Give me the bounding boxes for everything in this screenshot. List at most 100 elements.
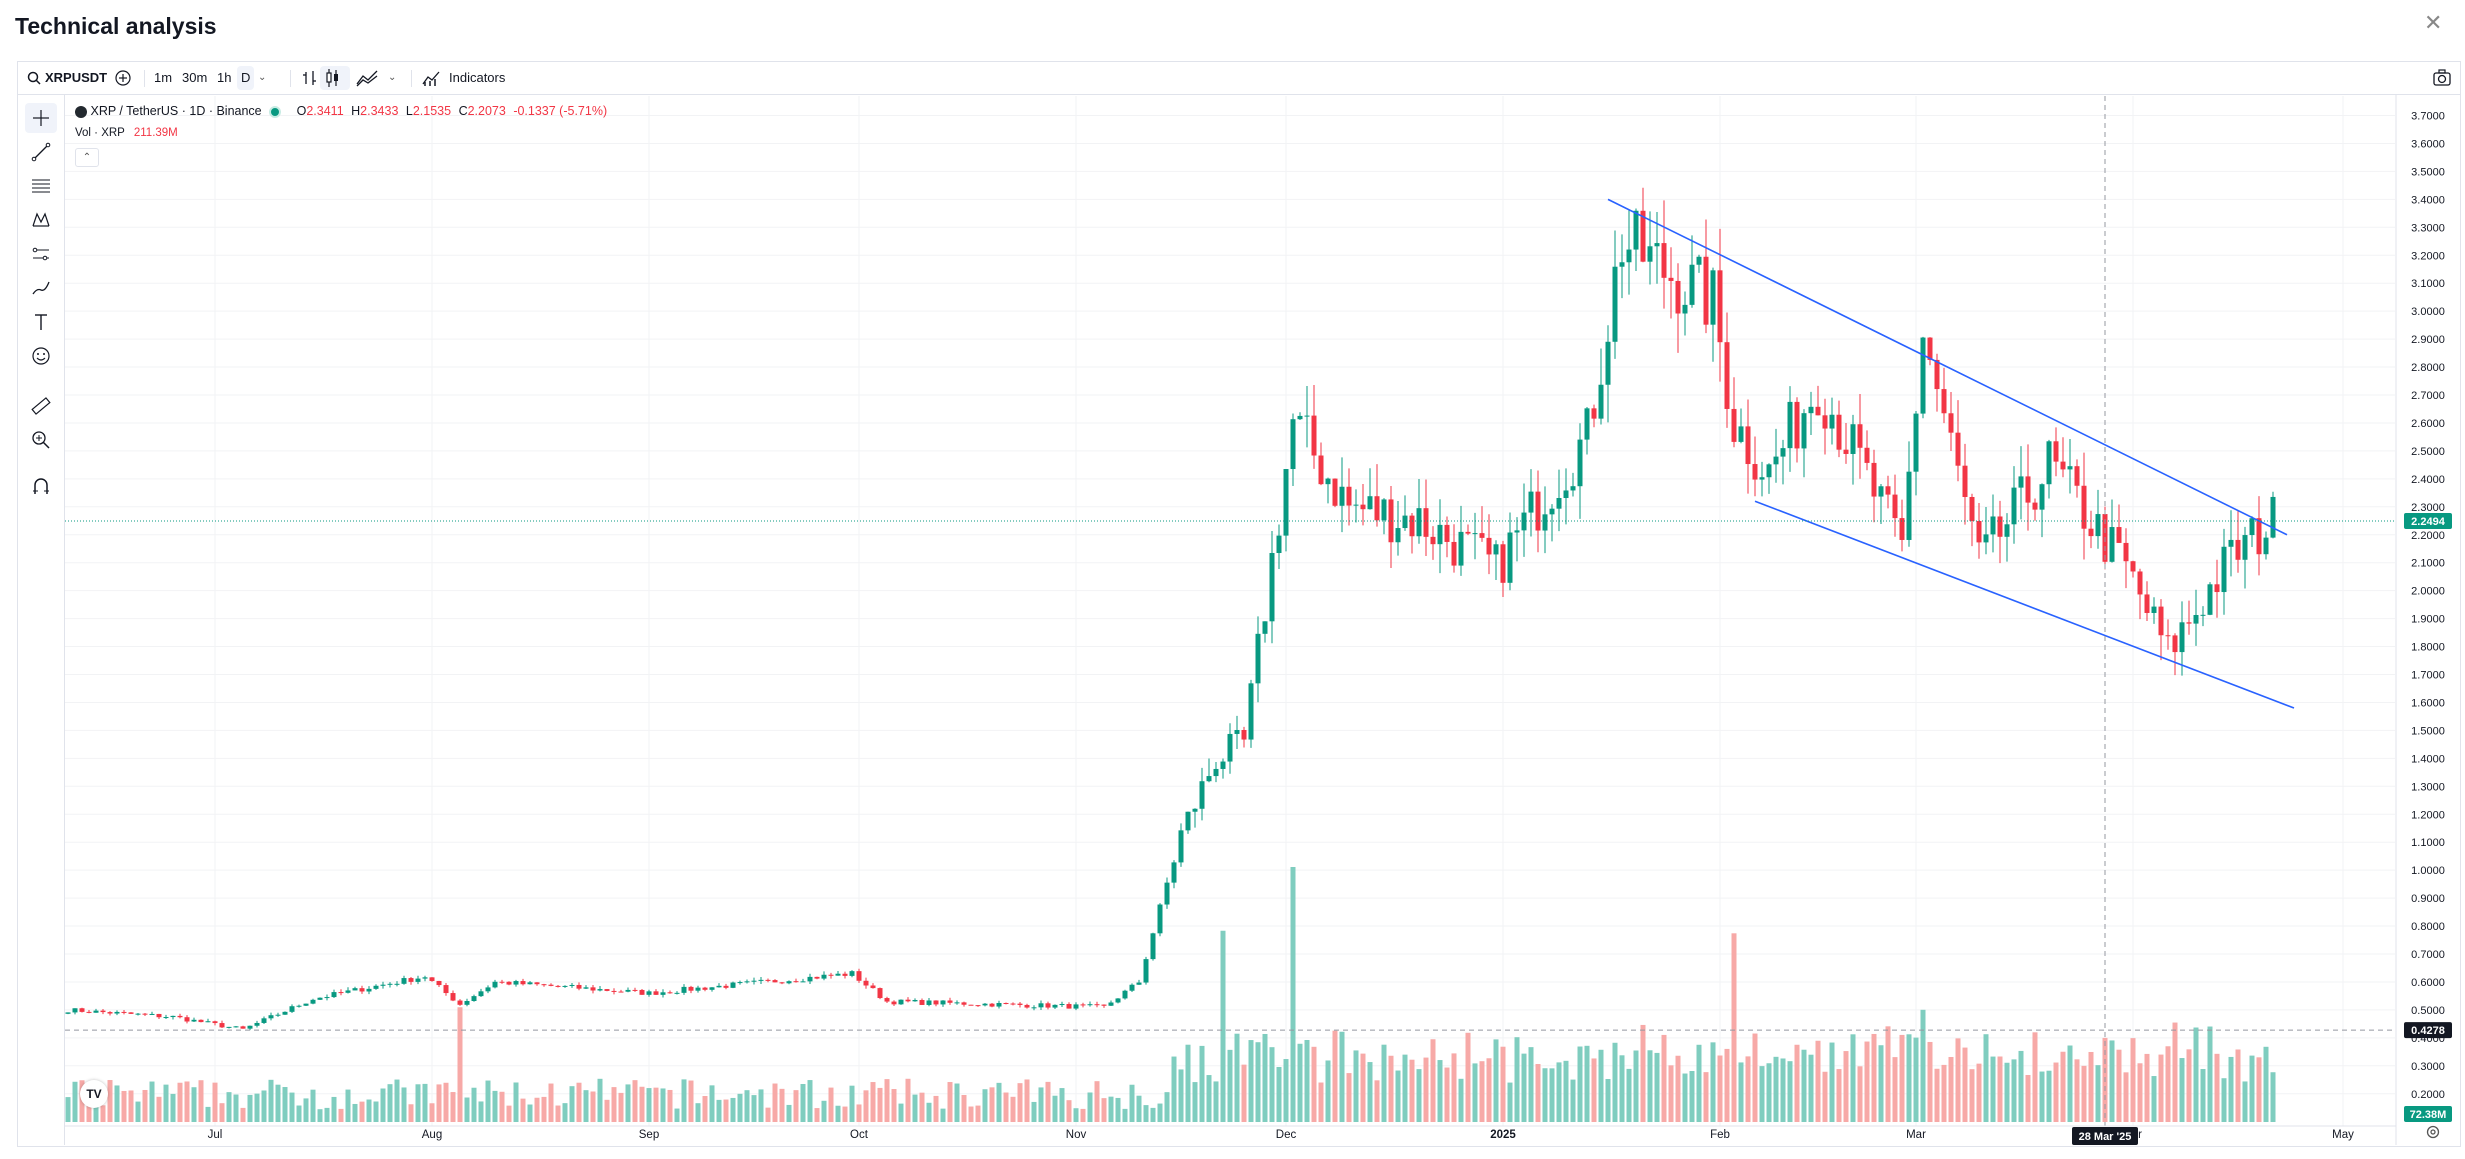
search-icon[interactable] bbox=[27, 62, 41, 94]
volume-bar bbox=[2193, 1027, 2199, 1122]
volume-bar bbox=[121, 1090, 127, 1122]
volume-bar bbox=[898, 1103, 904, 1122]
magnet-icon[interactable] bbox=[25, 471, 57, 501]
candle-up bbox=[163, 1017, 169, 1019]
volume-bar bbox=[1724, 1048, 1730, 1122]
volume-bar bbox=[2151, 1076, 2157, 1122]
candle-up bbox=[1542, 514, 1548, 531]
interval-d[interactable]: D bbox=[237, 66, 255, 90]
volume-bar bbox=[1031, 1101, 1037, 1122]
candle-up bbox=[1906, 471, 1912, 540]
candle-up bbox=[303, 1003, 309, 1006]
volume-bar bbox=[1192, 1082, 1198, 1122]
brush-icon[interactable] bbox=[25, 273, 57, 303]
zoom-icon[interactable] bbox=[25, 425, 57, 455]
volume-bar bbox=[1199, 1045, 1205, 1122]
volume-bar bbox=[1206, 1075, 1212, 1122]
text-icon[interactable] bbox=[25, 307, 57, 337]
candle-down bbox=[121, 1011, 127, 1013]
indicators-button[interactable]: Indicators bbox=[449, 70, 506, 85]
ruler-icon[interactable] bbox=[25, 391, 57, 421]
tradingview-logo[interactable]: TV bbox=[80, 1080, 108, 1108]
candle-up bbox=[1213, 768, 1219, 777]
candle-up bbox=[2067, 466, 2073, 470]
candle-up bbox=[1710, 270, 1716, 325]
candle-down bbox=[541, 984, 547, 986]
volume-bar bbox=[821, 1100, 827, 1122]
candle-up bbox=[1108, 1002, 1114, 1006]
volume-bar bbox=[1535, 1064, 1541, 1122]
add-symbol-icon[interactable] bbox=[114, 62, 132, 94]
time-tick-label: May bbox=[2332, 1129, 2354, 1141]
candle-down bbox=[2123, 542, 2129, 562]
candle-up bbox=[1129, 984, 1135, 991]
pattern-icon[interactable] bbox=[25, 205, 57, 235]
camera-icon[interactable] bbox=[2432, 62, 2452, 94]
candle-down bbox=[933, 1000, 939, 1005]
candle-style-icon[interactable] bbox=[320, 66, 350, 90]
trendline-icon[interactable] bbox=[25, 137, 57, 167]
candle-up bbox=[1171, 862, 1177, 883]
volume-bar bbox=[1297, 1043, 1303, 1122]
volume-bar bbox=[2081, 1065, 2087, 1122]
volume-bar bbox=[1773, 1056, 1779, 1122]
price-tick-label: 2.7000 bbox=[2411, 390, 2445, 402]
collapse-legend-button[interactable]: ⌃ bbox=[75, 148, 99, 167]
volume-bar bbox=[2067, 1045, 2073, 1122]
candle-up bbox=[1528, 491, 1534, 513]
volume-bar bbox=[1885, 1026, 1891, 1122]
candle-down bbox=[1017, 1003, 1023, 1005]
volume-bar bbox=[744, 1090, 750, 1122]
candle-up bbox=[282, 1011, 288, 1015]
xrp-logo-icon bbox=[75, 105, 87, 118]
interval-1m[interactable]: 1m bbox=[154, 70, 173, 85]
fib-icon[interactable] bbox=[25, 171, 57, 201]
crosshair-time-label: 28 Mar '25 bbox=[2079, 1131, 2132, 1143]
forecast-icon[interactable] bbox=[25, 239, 57, 269]
volume-bar bbox=[1143, 1105, 1149, 1122]
candle-down bbox=[1465, 531, 1471, 534]
volume-bar bbox=[1157, 1103, 1163, 1122]
time-tick-label: Jul bbox=[208, 1129, 223, 1141]
symbol-title[interactable]: XRP / TetherUS · 1D · Binance bbox=[90, 104, 262, 118]
candle-down bbox=[1346, 486, 1352, 506]
volume-bar bbox=[2249, 1055, 2255, 1122]
chevron-down-icon[interactable]: ⌄ bbox=[258, 72, 267, 83]
indicators-icon[interactable] bbox=[422, 62, 440, 94]
crosshair-icon[interactable] bbox=[25, 103, 57, 133]
candle-down bbox=[1101, 1004, 1107, 1006]
settings-icon[interactable] bbox=[2425, 1124, 2441, 1140]
candle-up bbox=[1416, 508, 1422, 537]
volume-bar bbox=[366, 1099, 372, 1122]
volume-bar bbox=[219, 1103, 225, 1122]
volume-bar bbox=[2242, 1081, 2248, 1122]
volume-bar bbox=[1591, 1058, 1597, 1122]
candle-up bbox=[1122, 990, 1128, 999]
volume-bar bbox=[2165, 1046, 2171, 1122]
volume-bar bbox=[1654, 1052, 1660, 1122]
symbol-search-input[interactable]: XRPUSDT bbox=[45, 70, 108, 85]
volume-bar bbox=[1248, 1040, 1254, 1122]
interval-30m[interactable]: 30m bbox=[182, 70, 208, 85]
chevron-down-icon[interactable]: ⌄ bbox=[388, 72, 397, 83]
close-icon[interactable]: ✕ bbox=[2424, 10, 2443, 35]
emoji-icon[interactable] bbox=[25, 341, 57, 371]
candle-down bbox=[1024, 1004, 1030, 1008]
candle-down bbox=[1010, 1003, 1016, 1005]
candle-down bbox=[1374, 496, 1380, 521]
candle-down bbox=[2060, 461, 2066, 470]
candle-up bbox=[681, 986, 687, 993]
area-style-icon[interactable] bbox=[356, 62, 378, 94]
interval-1h[interactable]: 1h bbox=[217, 70, 232, 85]
volume-bar bbox=[1703, 1072, 1709, 1122]
volume-bar bbox=[429, 1103, 435, 1122]
volume-bar bbox=[1857, 1066, 1863, 1122]
volume-bar bbox=[912, 1094, 918, 1122]
volume-bar bbox=[870, 1082, 876, 1122]
candle-up bbox=[1325, 478, 1331, 485]
bar-style-icon[interactable] bbox=[302, 62, 318, 94]
volume-bar bbox=[1878, 1045, 1884, 1122]
candle-down bbox=[856, 971, 862, 981]
candle-down bbox=[1885, 486, 1891, 495]
